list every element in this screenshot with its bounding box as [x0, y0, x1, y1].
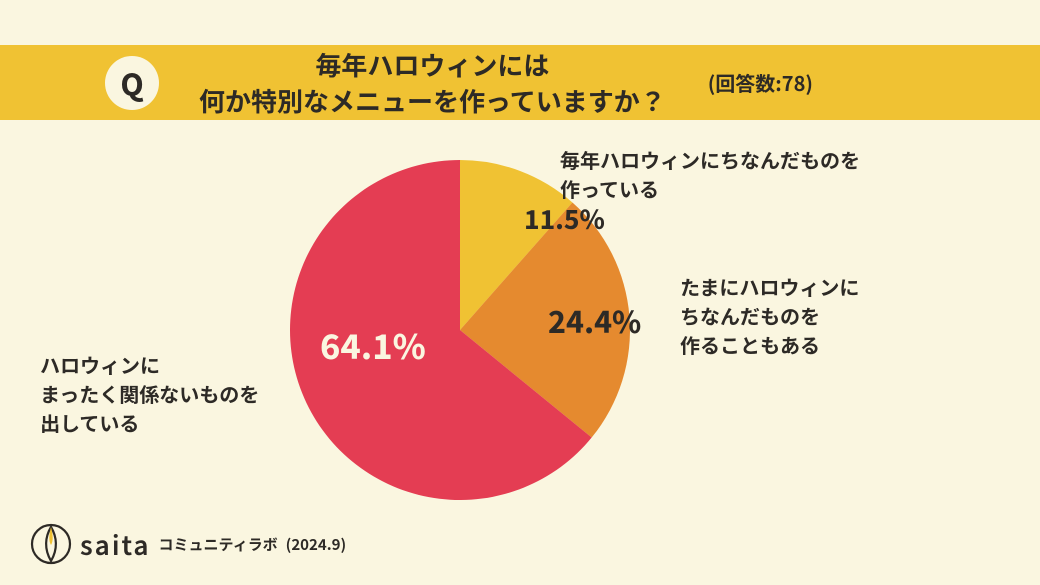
question-title-line2: 何か特別なメニューを作っていますか？ — [199, 83, 666, 118]
question-header: Q 毎年ハロウィンには 何か特別なメニューを作っていますか？ (回答数:78) — [0, 45, 1040, 120]
logo-text: saita — [80, 526, 151, 563]
footer-subtitle: コミュニティラボ — [159, 534, 278, 555]
question-badge: Q — [105, 56, 159, 110]
pie-percent-label: 64.1% — [320, 320, 426, 369]
question-title-line1: 毎年ハロウィンには — [199, 47, 666, 82]
question-badge-text: Q — [120, 61, 143, 105]
pie-category-label: たまにハロウィンにちなんだものを作ることもある — [680, 272, 859, 359]
pie-percent-label: 24.4% — [548, 298, 641, 342]
question-title: 毎年ハロウィンには 何か特別なメニューを作っていますか？ — [199, 47, 666, 117]
saita-logo-icon — [30, 523, 72, 565]
response-count: (回答数:78) — [708, 68, 813, 97]
footer: saita コミュニティラボ (2024.9) — [30, 523, 346, 565]
pie-category-label: 毎年ハロウィンにちなんだものを作っている — [560, 145, 860, 203]
pie-category-label: ハロウィンにまったく関係ないものを出している — [40, 350, 259, 437]
pie-percent-label: 11.5% — [524, 200, 605, 237]
footer-date: (2024.9) — [286, 534, 346, 555]
